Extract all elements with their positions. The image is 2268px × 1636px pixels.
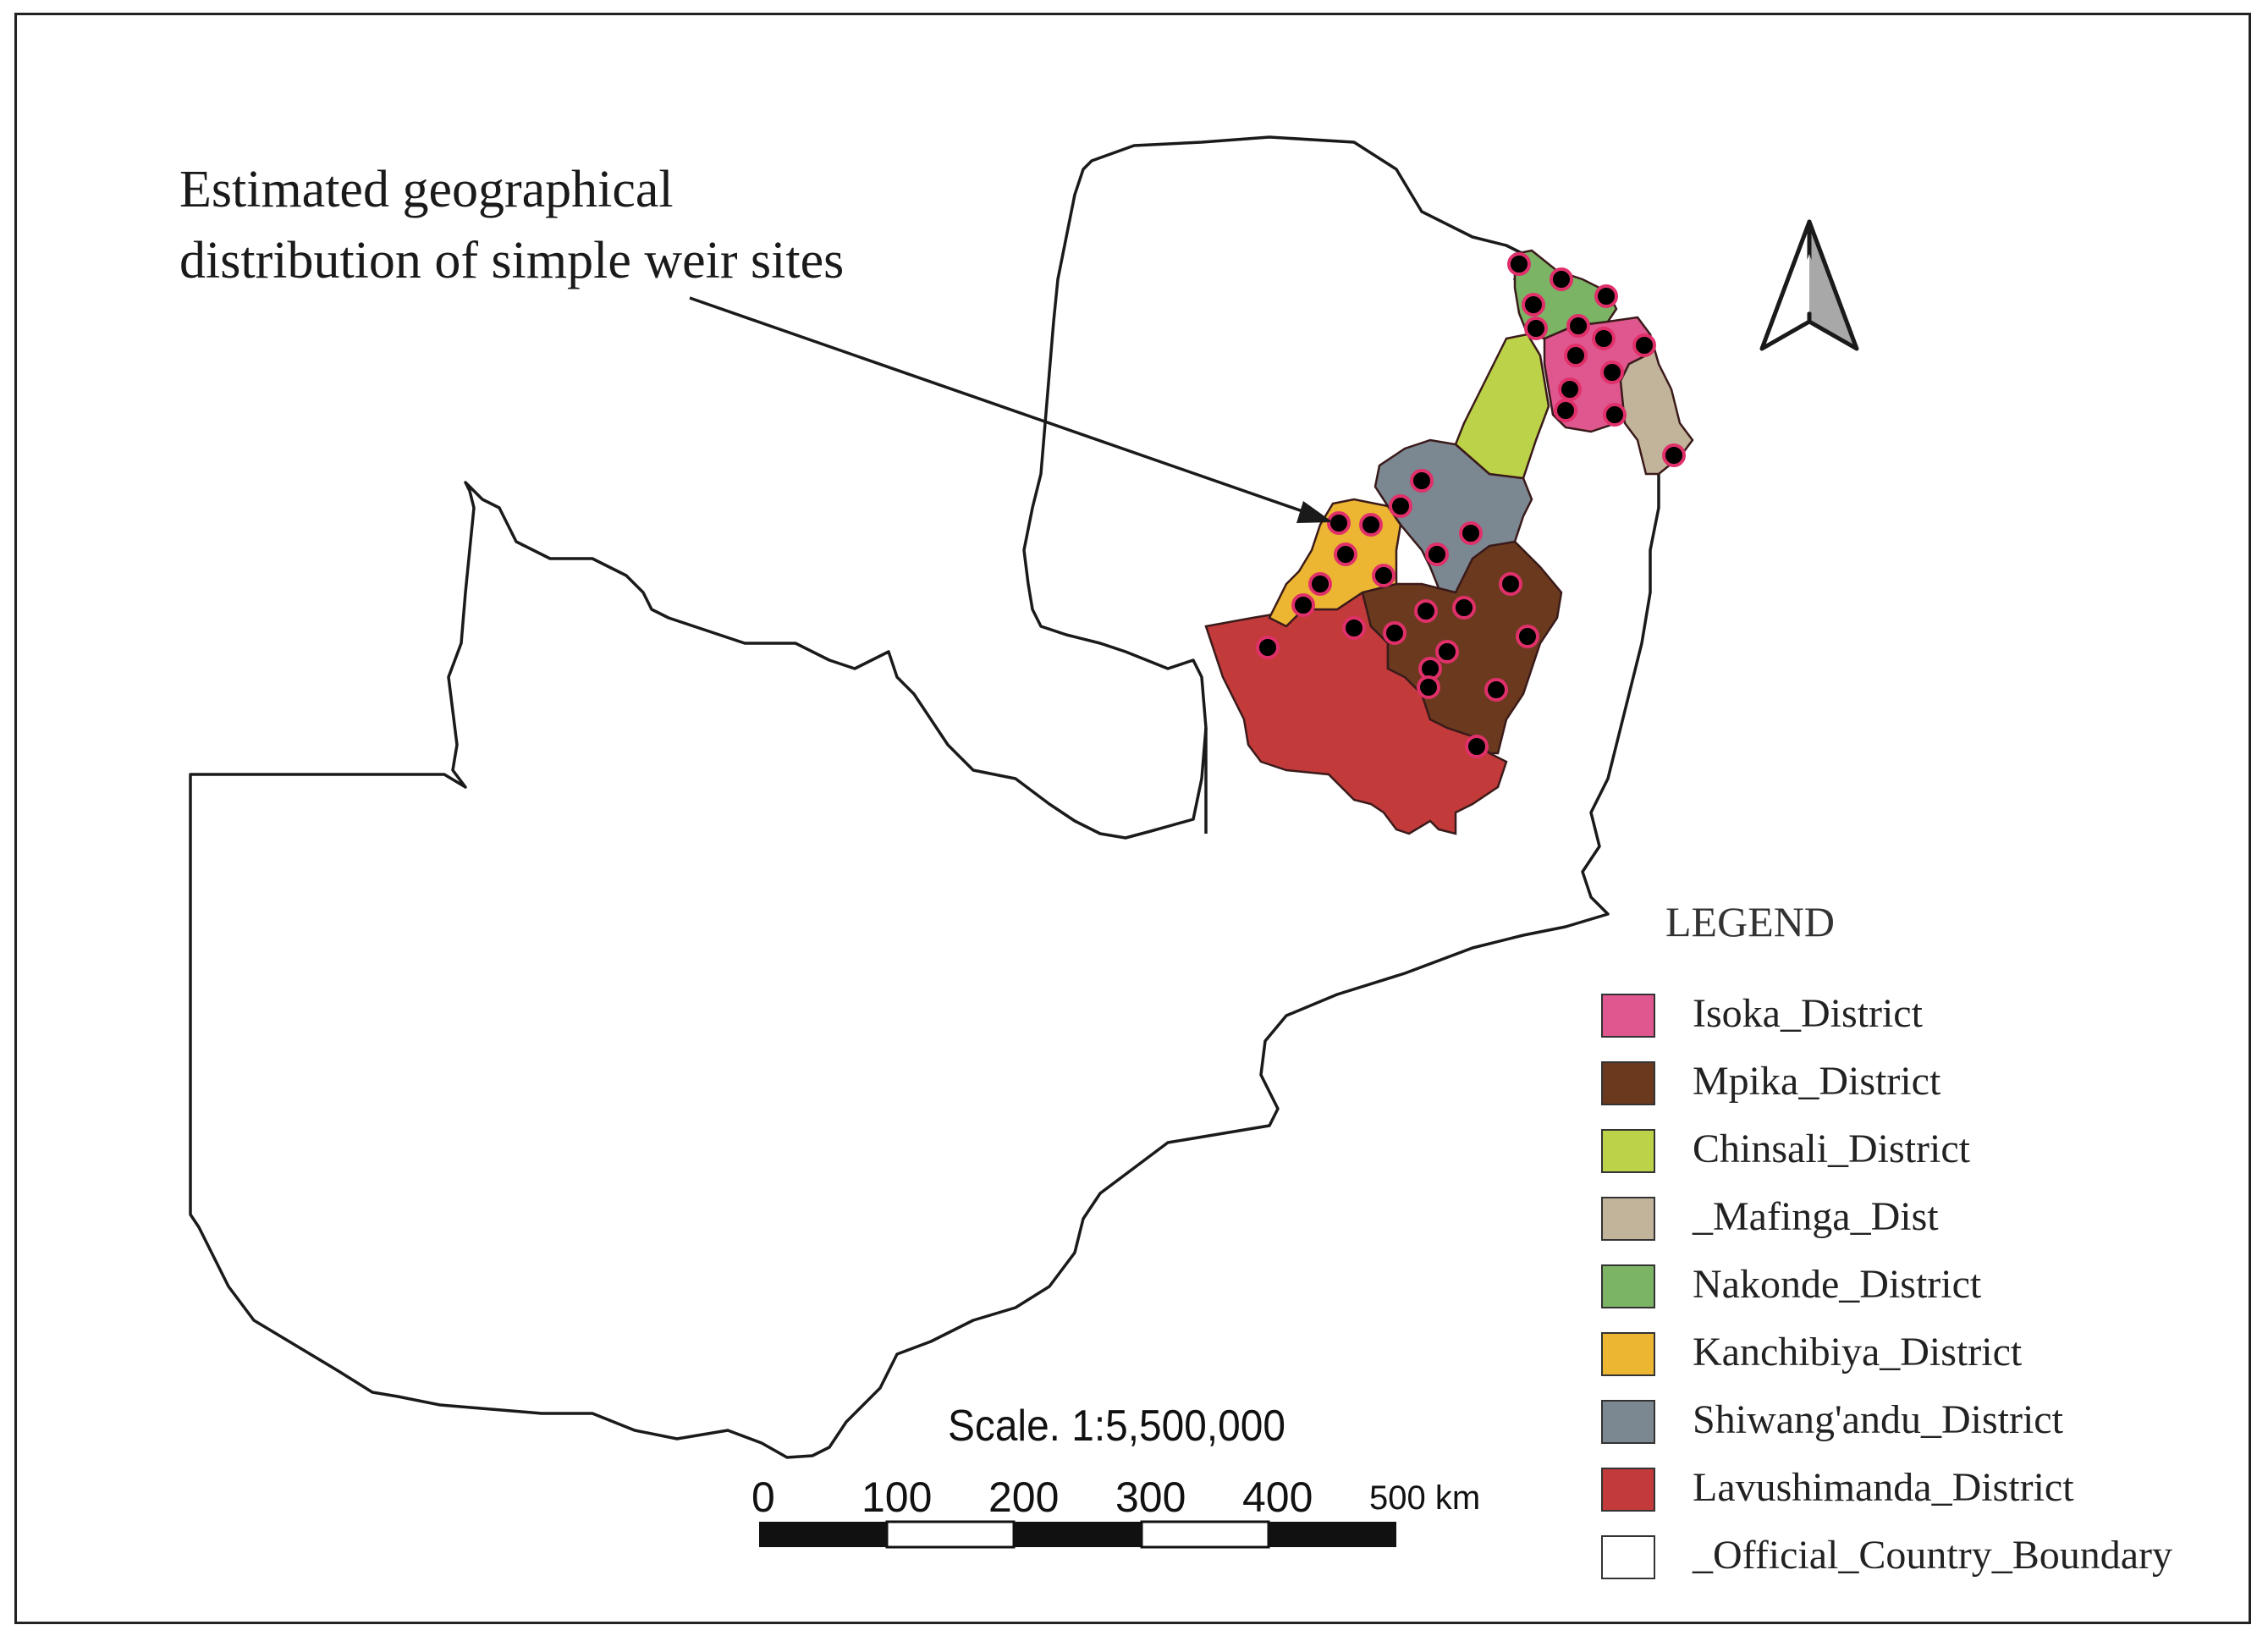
- scale-segment-white: [1140, 1520, 1270, 1549]
- weir-site-marker: [1383, 621, 1406, 645]
- weir-site-marker: [1425, 543, 1449, 566]
- annotation-label: Estimated geographical distribution of s…: [179, 154, 844, 296]
- legend-label: _Official_Country_Boundary: [1693, 1533, 2173, 1578]
- legend-item-mafinga: _Mafinga_Dist: [1599, 1185, 2243, 1253]
- weir-site-marker: [1327, 511, 1351, 535]
- legend-item-nakonde: Nakonde_District: [1599, 1253, 2243, 1320]
- weir-site-marker: [1465, 735, 1489, 758]
- weir-site-marker: [1459, 521, 1483, 545]
- country-boundary: [189, 135, 1682, 1459]
- scale-segment-black: [1014, 1522, 1142, 1547]
- scale-bar: [759, 1520, 1396, 1549]
- district-chinsali: [1454, 333, 1550, 480]
- legend-swatch: [1601, 994, 1655, 1038]
- scale-tick-label: 0: [751, 1474, 775, 1521]
- weir-site-marker: [1524, 317, 1548, 340]
- weir-site-marker: [1594, 284, 1618, 308]
- legend-label: _Mafinga_Dist: [1693, 1194, 1939, 1239]
- legend-label: Nakonde_District: [1693, 1262, 1982, 1307]
- legend-swatch: [1601, 1264, 1655, 1308]
- scale-end-label: 500 km: [1369, 1479, 1481, 1517]
- legend-swatch: [1601, 1468, 1655, 1512]
- scale-tick-label: 100: [862, 1474, 933, 1521]
- legend: Isoka_District Mpika_District Chinsali_D…: [1599, 982, 2243, 1591]
- weir-site-marker: [1603, 403, 1627, 427]
- weir-site-marker: [1522, 293, 1545, 317]
- annotation-line-2: distribution of simple weir sites: [179, 232, 845, 289]
- legend-swatch: [1601, 1332, 1655, 1376]
- weir-site-marker: [1499, 572, 1522, 596]
- weir-site-marker: [1516, 625, 1539, 648]
- weir-site-marker: [1662, 443, 1686, 467]
- weir-site-marker: [1632, 333, 1656, 357]
- weir-site-marker: [1550, 267, 1573, 291]
- legend-swatch: [1601, 1197, 1655, 1241]
- weir-site-marker: [1410, 469, 1434, 493]
- weir-site-marker: [1600, 361, 1624, 384]
- scale-segment-white: [885, 1520, 1016, 1549]
- legend-swatch: [1601, 1400, 1655, 1444]
- weir-site-marker: [1566, 314, 1590, 338]
- figure-frame: [14, 13, 2251, 1624]
- legend-item-isoka: Isoka_District: [1599, 982, 2243, 1049]
- north-arrow-icon: [1759, 219, 1859, 351]
- legend-label: Lavushimanda_District: [1693, 1465, 2074, 1510]
- weir-site-markers: [1256, 252, 1686, 758]
- weir-site-marker: [1308, 572, 1332, 596]
- scale-tick-label: 400: [1242, 1474, 1313, 1521]
- weir-site-marker: [1414, 599, 1438, 623]
- scale-tick-label: 300: [1115, 1474, 1186, 1521]
- legend-item-kanchibiya: Kanchibiya_District: [1599, 1320, 2243, 1388]
- weir-site-marker: [1359, 513, 1383, 537]
- annotation-line-1: Estimated geographical: [179, 161, 674, 218]
- weir-site-marker: [1291, 593, 1315, 617]
- legend-swatch: [1601, 1061, 1655, 1105]
- legend-label: Kanchibiya_District: [1693, 1330, 2023, 1374]
- scale-label: Scale. 1:5,500,000: [948, 1402, 1285, 1451]
- weir-site-marker: [1564, 344, 1588, 367]
- weir-site-marker: [1334, 543, 1357, 566]
- legend-swatch: [1601, 1129, 1655, 1173]
- legend-item-mpika: Mpika_District: [1599, 1049, 2243, 1117]
- scale-tick-label: 200: [988, 1474, 1060, 1521]
- legend-item-lavushimanda: Lavushimanda_District: [1599, 1456, 2243, 1523]
- legend-label: Shiwang'andu_District: [1693, 1397, 2063, 1442]
- weir-site-marker: [1484, 678, 1508, 702]
- weir-site-marker: [1558, 377, 1582, 401]
- weir-site-marker: [1256, 636, 1280, 659]
- weir-site-marker: [1554, 399, 1577, 422]
- legend-item-chinsali: Chinsali_District: [1599, 1117, 2243, 1185]
- weir-site-marker: [1507, 252, 1531, 276]
- weir-site-marker: [1342, 616, 1366, 640]
- weir-site-marker: [1592, 327, 1616, 350]
- legend-swatch: [1601, 1535, 1655, 1579]
- scale-segment-black: [759, 1522, 887, 1547]
- legend-item-country-boundary: _Official_Country_Boundary: [1599, 1523, 2243, 1591]
- weir-site-marker: [1372, 564, 1395, 587]
- annotation-arrow: [689, 296, 1333, 523]
- weir-site-marker: [1435, 640, 1459, 664]
- weir-site-marker: [1417, 675, 1440, 699]
- legend-label: Isoka_District: [1693, 991, 1923, 1036]
- legend-item-shiwangandu: Shiwang'andu_District: [1599, 1388, 2243, 1456]
- legend-label: Chinsali_District: [1693, 1126, 1970, 1171]
- weir-site-marker: [1389, 494, 1412, 518]
- legend-label: Mpika_District: [1693, 1059, 1941, 1104]
- district-mafinga: [1619, 333, 1694, 476]
- scale-segment-black: [1269, 1522, 1396, 1547]
- legend-title: LEGEND: [1665, 898, 1835, 945]
- weir-site-marker: [1452, 596, 1476, 620]
